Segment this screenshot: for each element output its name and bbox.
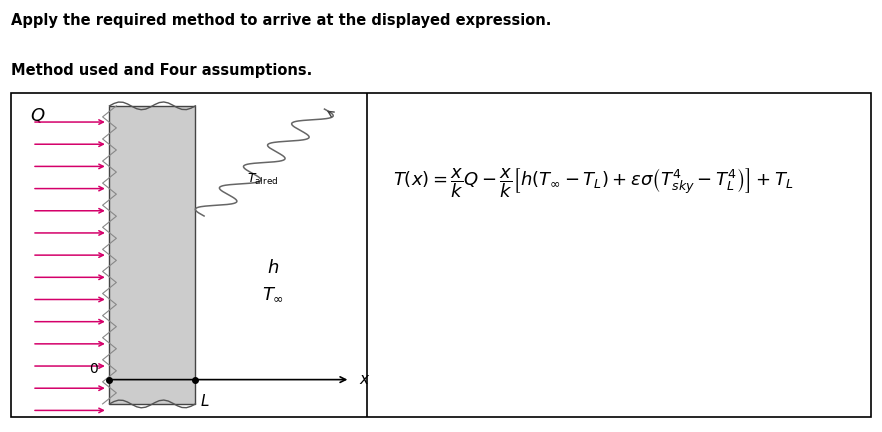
Text: $Q$: $Q$ xyxy=(29,106,45,125)
Bar xyxy=(109,106,196,404)
Text: $T(x) = \dfrac{x}{k}Q - \dfrac{x}{k}\left[h(T_{\infty} - T_L) + \varepsilon\sigm: $T(x) = \dfrac{x}{k}Q - \dfrac{x}{k}\lef… xyxy=(393,167,794,200)
Text: $0$: $0$ xyxy=(89,362,99,376)
Text: $T_{\infty}$: $T_{\infty}$ xyxy=(262,285,284,303)
Text: Method used and Four assumptions.: Method used and Four assumptions. xyxy=(11,63,312,78)
Text: Apply the required method to arrive at the displayed expression.: Apply the required method to arrive at t… xyxy=(11,13,551,28)
Text: $L$: $L$ xyxy=(200,393,209,409)
Text: $x$: $x$ xyxy=(359,372,370,387)
Text: $h$: $h$ xyxy=(266,259,279,277)
Text: $T_{\mathrm{alred}}$: $T_{\mathrm{alred}}$ xyxy=(247,172,279,187)
